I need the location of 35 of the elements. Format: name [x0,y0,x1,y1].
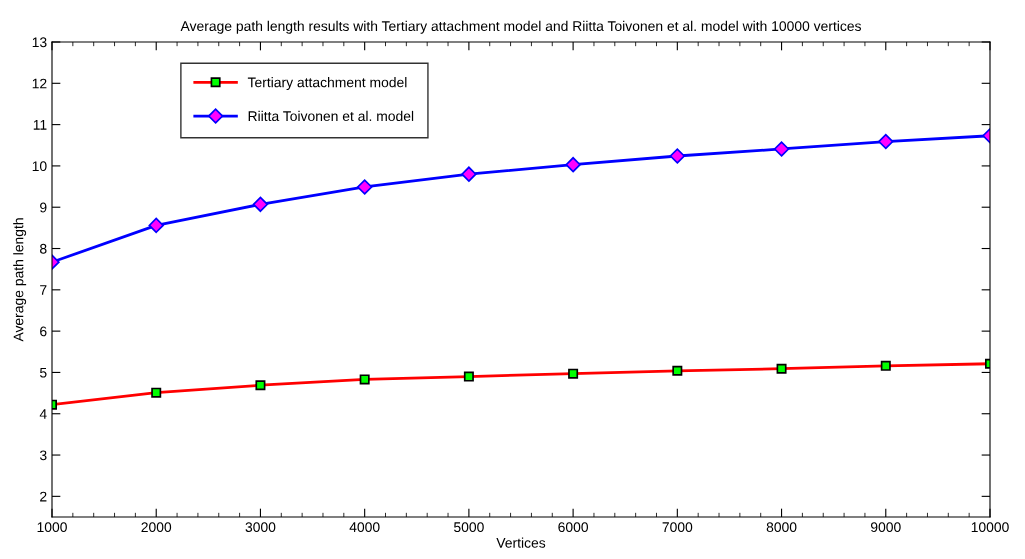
x-tick-label: 4000 [349,522,380,533]
x-tick-label: 5000 [454,522,484,533]
y-tick-label: 4 [39,409,47,419]
x-tick-label: 7000 [662,522,693,533]
chart-title: Average path length results with Tertiary attachment model and Riitta Toivonen et al. model with 10000 vertices [180,20,861,34]
x-axis-title: Vertices [496,537,546,548]
point [356,179,373,195]
point [669,148,686,164]
y-tick-label: 12 [32,78,47,89]
y-axis-title: Average path length [13,218,27,342]
point [773,141,790,157]
y-tick-label: 3 [39,450,47,461]
x-tick-label: 1000 [37,522,67,533]
point [878,133,894,150]
y-tick-label: 10 [32,161,47,172]
legend-label: Tertiary attachment model [247,77,407,91]
x-tick-label: 8000 [766,522,797,533]
x-tick-label: 6000 [558,522,589,533]
x-tick-label: 9000 [870,522,901,533]
point [461,166,477,182]
y-tick-label: 13 [32,37,47,48]
y-tick-label: 6 [40,326,47,337]
x-tick-label: 2000 [141,522,172,533]
point [565,156,581,173]
y-tick-label: 11 [33,120,47,130]
y-tick-label: 8 [40,243,47,254]
y-tick-label: 7 [40,285,47,295]
point [252,196,269,213]
y-tick-label: 9 [40,202,47,213]
x-tick-label: 3000 [245,522,276,533]
y-tick-label: 2 [40,491,47,502]
legend-label: Riitta Toivonen et al. model [248,110,414,122]
x-tick-label: 10000 [971,522,1009,533]
y-tick-label: 5 [39,367,47,378]
point [148,217,164,234]
